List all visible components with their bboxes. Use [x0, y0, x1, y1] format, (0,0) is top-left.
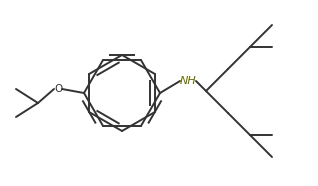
Text: O: O	[54, 84, 62, 94]
Text: NH: NH	[180, 76, 197, 86]
